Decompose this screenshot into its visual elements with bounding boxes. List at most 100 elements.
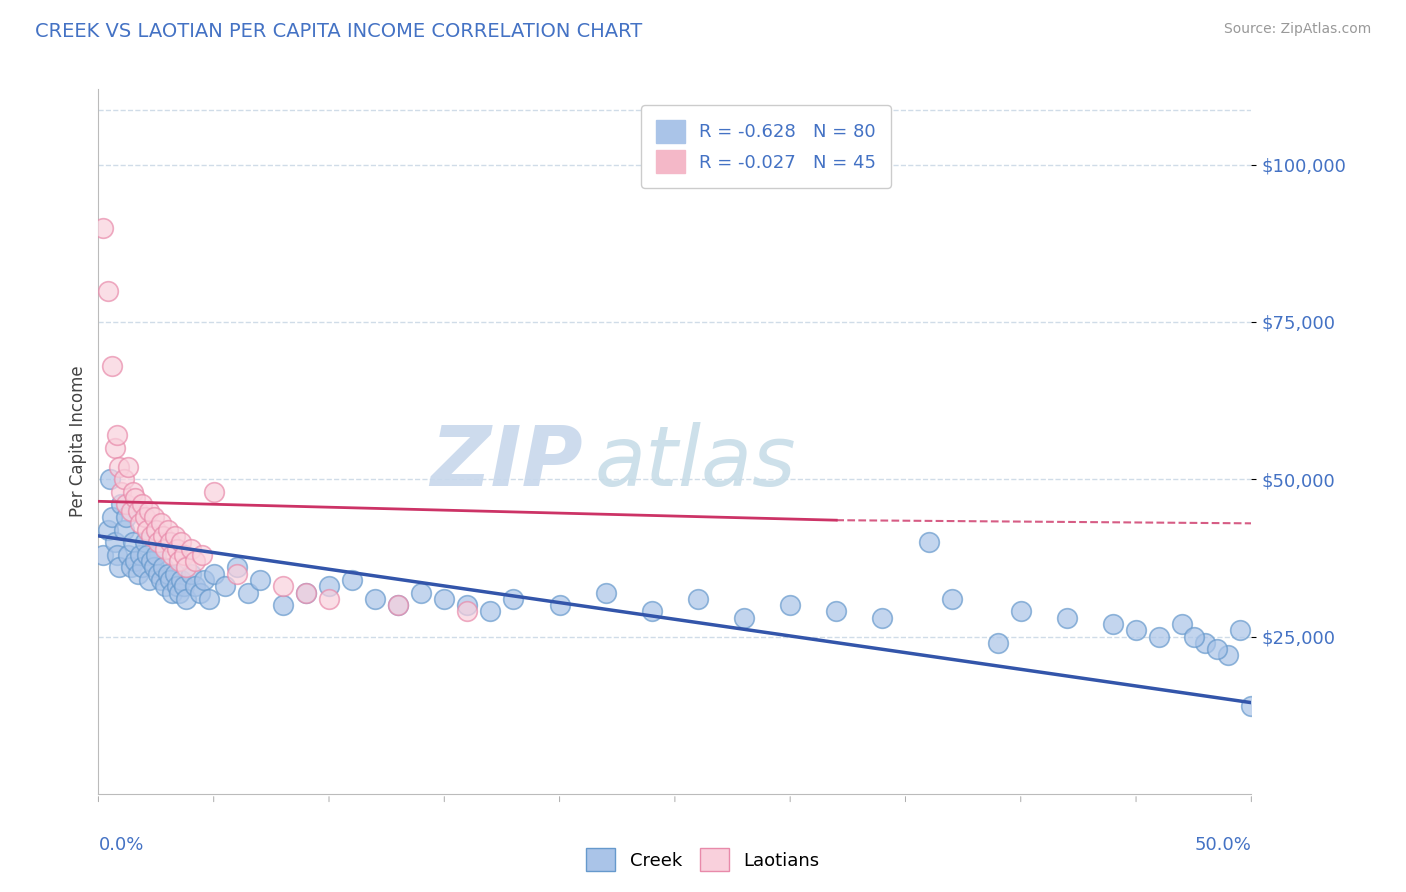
Point (110, 484, 132, 499)
Point (159, 535, 181, 549)
Point (127, 504, 149, 518)
Point (127, 566, 149, 581)
Point (134, 535, 156, 549)
Point (120, 560, 142, 574)
Text: atlas: atlas (595, 422, 796, 503)
Point (1218, 648, 1240, 663)
Point (1194, 636, 1216, 650)
Point (156, 566, 179, 581)
Point (145, 548, 167, 562)
Point (120, 504, 142, 518)
Point (193, 573, 215, 587)
Point (271, 598, 294, 612)
Point (184, 579, 207, 593)
Point (142, 560, 165, 574)
Point (148, 535, 170, 549)
Point (166, 579, 188, 593)
Point (479, 604, 502, 618)
Point (225, 560, 247, 574)
Point (149, 516, 172, 531)
Point (115, 510, 138, 524)
Point (987, 636, 1010, 650)
Point (198, 591, 221, 606)
Point (174, 591, 197, 606)
Point (149, 573, 172, 587)
Point (641, 604, 664, 618)
Point (295, 585, 318, 599)
Point (249, 573, 271, 587)
Point (1240, 698, 1263, 713)
Point (148, 566, 170, 581)
Point (340, 573, 363, 587)
Point (159, 573, 181, 587)
Point (202, 484, 225, 499)
Point (1147, 630, 1170, 644)
Point (456, 598, 478, 612)
Point (134, 510, 156, 524)
Point (160, 585, 183, 599)
Point (108, 459, 131, 474)
Point (91, 548, 114, 562)
Point (163, 566, 186, 581)
Point (225, 566, 247, 581)
Point (155, 541, 177, 556)
Point (122, 484, 145, 499)
Point (152, 560, 174, 574)
Point (191, 548, 214, 562)
Point (364, 591, 387, 606)
Point (167, 554, 190, 568)
Point (131, 498, 153, 512)
Point (152, 529, 174, 543)
Point (101, 359, 124, 373)
Point (1056, 610, 1078, 624)
Point (91, 220, 114, 235)
Point (188, 585, 211, 599)
Point (941, 591, 963, 606)
Point (548, 598, 571, 612)
Point (135, 523, 157, 537)
Point (502, 591, 524, 606)
Point (184, 554, 207, 568)
Point (129, 516, 152, 531)
Point (142, 510, 165, 524)
Point (779, 598, 801, 612)
Text: 50.0%: 50.0% (1195, 836, 1251, 855)
Point (180, 541, 202, 556)
Point (97, 523, 120, 537)
Point (1125, 624, 1147, 638)
Point (141, 554, 163, 568)
Point (173, 548, 195, 562)
Point (108, 560, 131, 574)
Point (115, 498, 138, 512)
Point (122, 535, 145, 549)
Point (97, 284, 120, 298)
Point (105, 428, 128, 442)
Point (202, 566, 225, 581)
Point (686, 591, 709, 606)
Point (1229, 624, 1251, 638)
Point (129, 548, 152, 562)
Point (411, 585, 433, 599)
Text: 0.0%: 0.0% (98, 836, 143, 855)
Point (1205, 642, 1227, 657)
Point (174, 560, 197, 574)
Point (872, 610, 894, 624)
Point (295, 585, 318, 599)
Point (1171, 617, 1194, 632)
Point (98, 472, 121, 486)
Point (170, 573, 193, 587)
Point (101, 510, 124, 524)
Point (141, 529, 163, 543)
Legend: R = -0.628   N = 80, R = -0.027   N = 45: R = -0.628 N = 80, R = -0.027 N = 45 (641, 105, 890, 188)
Point (138, 504, 160, 518)
Text: ZIP: ZIP (430, 422, 582, 503)
Point (387, 598, 409, 612)
Point (1182, 630, 1205, 644)
Point (733, 610, 755, 624)
Point (103, 441, 125, 455)
Point (1010, 604, 1032, 618)
Point (110, 498, 132, 512)
Point (117, 459, 139, 474)
Point (456, 604, 478, 618)
Point (112, 472, 135, 486)
